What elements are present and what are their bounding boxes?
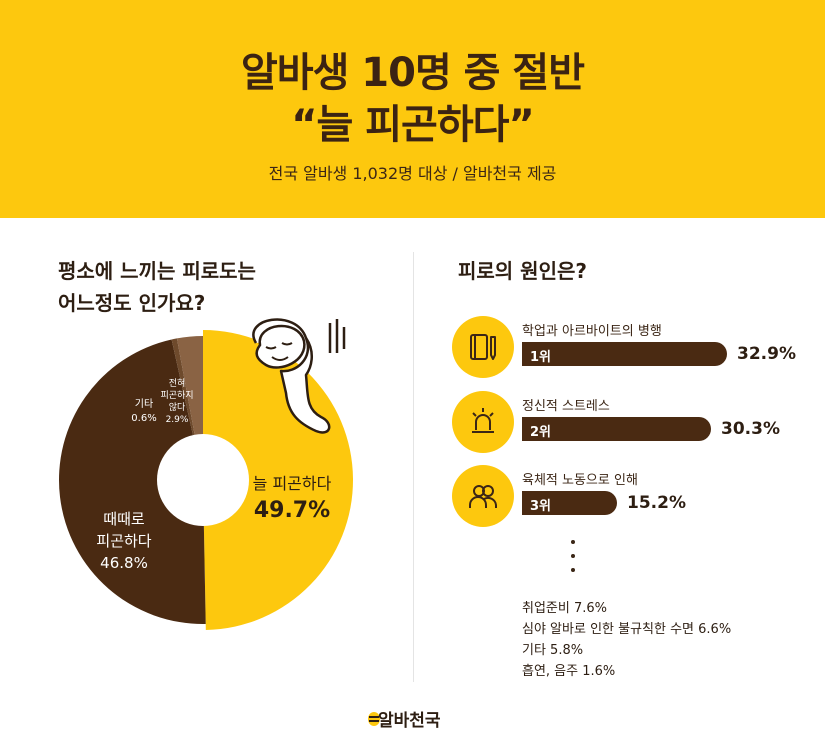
slice-always: [203, 330, 354, 630]
dot: [571, 568, 575, 572]
cause-icon-circle: [452, 391, 514, 453]
other-cause-item: 기타 5.8%: [522, 643, 584, 658]
cause-bar: 1위: [522, 342, 727, 366]
tired-mascot-illustration: [252, 318, 346, 434]
slice-label-always: 늘 피곤하다 49.7%: [232, 470, 352, 523]
slice-label-etc-name: 기타: [134, 399, 154, 410]
donut-hole: [157, 434, 249, 526]
people-icon: [469, 485, 497, 508]
slice-label-never-line3: 않다: [168, 403, 186, 413]
fatigue-question: 평소에 느끼는 피로도는 어느정도 인가요?: [58, 255, 256, 319]
slice-label-never-line1: 전혀: [168, 379, 186, 389]
siren-icon: [472, 408, 494, 433]
slice-label-sometimes-pct: 46.8%: [100, 554, 148, 572]
header-banner: 알바생 10명 중 절반 “늘 피곤하다” 전국 알바생 1,032명 대상 /…: [0, 0, 825, 218]
slice-label-sometimes: 때때로 피곤하다 46.8%: [74, 508, 174, 574]
cause-item-2: 정신적 스트레스 2위 30.3%: [452, 391, 812, 461]
cause-item-1: 학업과 아르바이트의 병행 1위 32.9%: [452, 316, 812, 386]
slice-label-etc: 기타 0.6%: [124, 398, 164, 426]
slice-label-always-pct: 49.7%: [253, 498, 331, 523]
fatigue-question-line2: 어느정도 인가요?: [58, 291, 206, 315]
more-indicator-dots: [571, 540, 577, 582]
cause-label: 학업과 아르바이트의 병행: [522, 324, 662, 339]
slice-label-never: 전혀 피곤하지 않다 2.9%: [152, 378, 202, 426]
cause-rank: 1위: [530, 350, 552, 365]
cause-item-3: 육체적 노동으로 인해 3위 15.2%: [452, 465, 812, 535]
headline-line2: “늘 피곤하다”: [291, 102, 535, 148]
fatigue-donut-chart: [59, 330, 354, 630]
dot: [571, 554, 575, 558]
slice-label-never-pct: 2.9%: [165, 415, 189, 425]
slice-label-sometimes-line2: 피곤하다: [96, 532, 152, 550]
cause-value: 30.3%: [721, 419, 780, 439]
cause-label: 육체적 노동으로 인해: [522, 473, 638, 488]
other-cause-item: 취업준비 7.6%: [522, 601, 607, 616]
other-cause-item: 흡연, 음주 1.6%: [522, 664, 616, 679]
cause-value: 15.2%: [627, 493, 686, 513]
headline-line1: 알바생 10명 중 절반: [240, 50, 585, 96]
fatigue-question-line1: 평소에 느끼는 피로도는: [58, 259, 256, 283]
cause-label: 정신적 스트레스: [522, 399, 610, 414]
other-causes-list: 취업준비 7.6% 심야 알바로 인한 불규칙한 수면 6.6% 기타 5.8%…: [522, 598, 731, 682]
other-cause-item: 심야 알바로 인한 불규칙한 수면 6.6%: [522, 622, 732, 637]
slice-label-always-name: 늘 피곤하다: [252, 474, 332, 493]
notebook-pen-icon: [470, 334, 496, 360]
cause-rank: 2위: [530, 425, 552, 440]
dot: [571, 540, 575, 544]
cause-bar: 2위: [522, 417, 711, 441]
cause-bar: 3위: [522, 491, 617, 515]
cause-icon-circle: [452, 465, 514, 527]
slice-label-sometimes-line1: 때때로: [103, 510, 145, 528]
slice-sometimes: [59, 339, 206, 624]
cause-rank: 3위: [530, 499, 552, 514]
bee-logo-icon: [368, 712, 380, 726]
cause-question: 피로의 원인은?: [458, 259, 587, 283]
headline-subtitle: 전국 알바생 1,032명 대상 / 알바천국 제공: [268, 164, 557, 183]
logo-text: 알바천국: [378, 711, 441, 731]
slice-label-never-line2: 피곤하지: [160, 391, 194, 401]
cause-icon-circle: [452, 316, 514, 378]
slice-label-etc-pct: 0.6%: [131, 413, 157, 424]
cause-value: 32.9%: [737, 344, 796, 364]
column-divider: [413, 252, 414, 682]
